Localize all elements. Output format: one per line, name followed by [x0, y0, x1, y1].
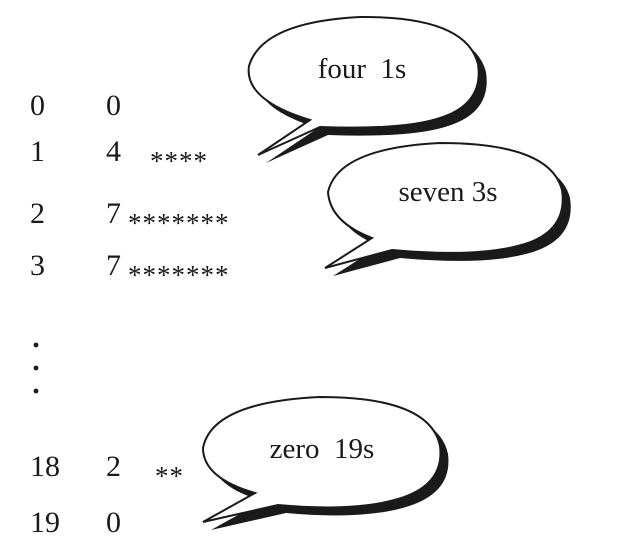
row-3-count: 7	[106, 249, 121, 282]
speech-bubble-seven-3s: seven 3s	[324, 141, 571, 276]
row-18-stars: **	[155, 461, 184, 491]
bubble-label-zero-19s: zero 19s	[270, 433, 375, 465]
vertical-ellipsis	[33, 342, 39, 394]
row-1-value: 1	[30, 135, 45, 168]
row-0-count: 0	[106, 89, 121, 122]
row-1-count: 4	[106, 135, 121, 168]
row-3-stars: *******	[128, 260, 230, 290]
row-2-count: 7	[106, 197, 121, 230]
bubble-label-four-1s: four 1s	[318, 53, 407, 85]
speech-bubble-zero-19s: zero 19s	[201, 395, 449, 530]
row-19-value: 19	[30, 506, 60, 539]
row-3-value: 3	[30, 249, 45, 282]
row-18-count: 2	[106, 450, 121, 483]
row-18-value: 18	[30, 450, 60, 483]
row-1-stars: ****	[150, 146, 208, 176]
row-2-value: 2	[30, 197, 45, 230]
row-0-value: 0	[30, 89, 45, 122]
speech-bubble-four-1s: four 1s	[247, 15, 487, 164]
row-2-stars: *******	[128, 208, 230, 238]
row-19-count: 0	[106, 506, 121, 539]
bubble-label-seven-3s: seven 3s	[398, 176, 497, 208]
